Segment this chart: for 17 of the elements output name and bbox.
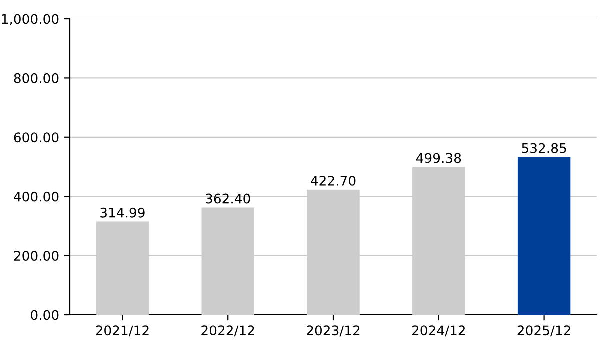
y-tick-label: 400.00: [14, 192, 59, 202]
bar: [518, 157, 571, 315]
x-tick-label: 2025/12: [518, 326, 570, 337]
x-tick-label: 2023/12: [307, 326, 360, 337]
y-tick-label: 800.00: [14, 73, 59, 84]
x-tick-label: 2024/12: [412, 326, 465, 337]
data-label: 422.70: [311, 176, 356, 186]
data-label: 362.40: [206, 194, 250, 204]
x-tick-label: 2022/12: [202, 326, 254, 337]
y-tick-label: 600.00: [14, 132, 59, 143]
y-tick-label: 1,000.00: [2, 14, 59, 26]
data-label: 532.85: [522, 143, 566, 154]
data-label: 314.99: [100, 208, 145, 218]
x-tick-label: 2021/12: [96, 326, 149, 337]
y-tick-label: 0.00: [31, 310, 59, 320]
y-tick-label: 200.00: [14, 251, 59, 261]
data-label: 499.38: [416, 153, 462, 164]
